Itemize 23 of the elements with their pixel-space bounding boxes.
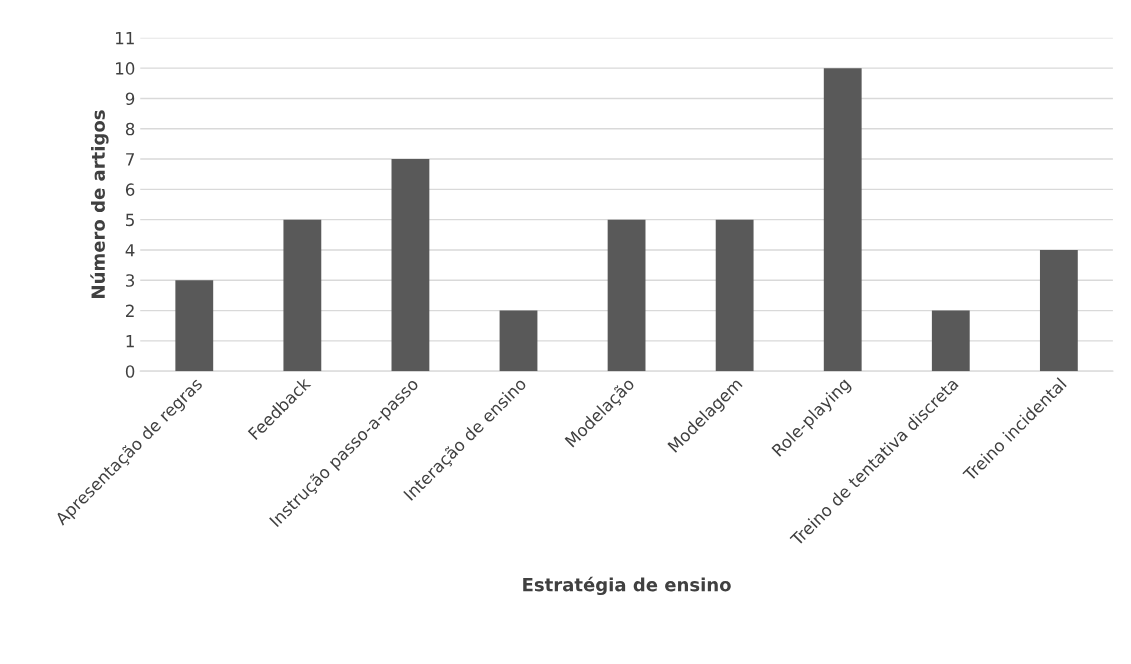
bar — [823, 68, 862, 372]
y-tick-label: 3 — [126, 274, 135, 287]
bar — [283, 219, 322, 372]
y-tick-label: 5 — [126, 213, 134, 227]
bar — [1039, 249, 1078, 372]
y-tick-label: 2 — [126, 304, 134, 317]
y-tick-label: 1 — [126, 335, 134, 348]
y-tick-label: 10 — [116, 62, 135, 75]
y-tick-label: 0 — [125, 365, 135, 378]
bar — [715, 219, 754, 372]
y-tick-label: 8 — [125, 122, 135, 136]
bar — [391, 159, 430, 372]
y-tick-label: 7 — [126, 153, 134, 166]
bar — [931, 310, 970, 372]
bar — [175, 280, 214, 372]
y-tick-label: 11 — [116, 32, 134, 45]
y-tick-label: 9 — [125, 92, 135, 106]
bar — [499, 310, 538, 372]
x-axis-title: Estratégia de ensino — [523, 576, 731, 596]
bar — [607, 219, 646, 372]
y-tick-label: 4 — [125, 244, 135, 257]
y-axis-title: Número de artigos — [90, 110, 109, 298]
y-tick-label: 6 — [125, 183, 135, 196]
